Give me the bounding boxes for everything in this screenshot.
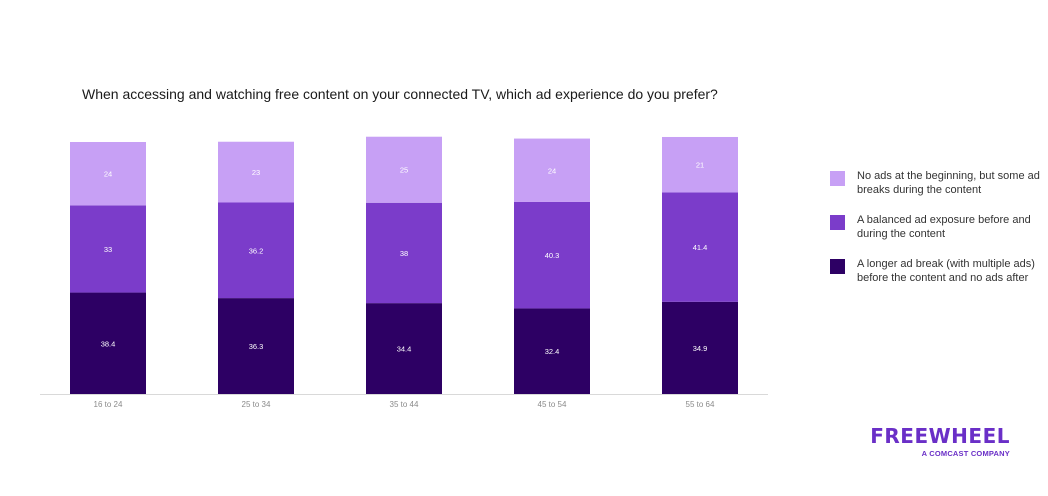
data-label: 38 — [400, 249, 408, 258]
bar-segment — [70, 292, 146, 394]
data-label: 24 — [548, 166, 556, 175]
data-label: 40.3 — [545, 251, 560, 260]
legend-label: A longer ad break (with multiple ads) be… — [857, 258, 1035, 284]
bar-segment — [514, 308, 590, 394]
data-label: 34.9 — [693, 344, 708, 353]
legend: No ads at the beginning, but some ad bre… — [830, 170, 1040, 302]
legend-label: No ads at the beginning, but some ad bre… — [857, 170, 1040, 196]
x-tick-label: 25 to 34 — [242, 400, 271, 409]
brand-logo: FREEWHEEL A COMCAST COMPANY — [855, 425, 1010, 458]
legend-swatch — [830, 259, 845, 274]
data-label: 33 — [104, 245, 112, 254]
brand-name: FREEWHEEL — [870, 424, 1010, 448]
bar-segment — [366, 303, 442, 394]
x-tick-label: 45 to 54 — [538, 400, 567, 409]
chart-title: When accessing and watching free content… — [82, 86, 718, 102]
data-label: 41.4 — [693, 243, 708, 252]
bar-segment — [662, 136, 738, 193]
bar-segment — [514, 138, 590, 202]
data-label: 36.3 — [249, 342, 264, 351]
data-label: 21 — [696, 161, 704, 170]
legend-swatch — [830, 215, 845, 230]
data-label: 32.4 — [545, 347, 560, 356]
data-label: 23 — [252, 168, 260, 177]
x-tick-label: 55 to 64 — [686, 400, 715, 409]
brand-tagline: A COMCAST COMPANY — [921, 449, 1010, 458]
legend-label: A balanced ad exposure before and during… — [857, 214, 1031, 240]
legend-item-balanced: A balanced ad exposure before and during… — [830, 214, 1040, 241]
data-label: 38.4 — [101, 339, 116, 348]
legend-item-longer-break: A longer ad break (with multiple ads) be… — [830, 258, 1040, 285]
legend-item-no-ads-beginning: No ads at the beginning, but some ad bre… — [830, 170, 1040, 197]
bar-segment — [366, 136, 442, 203]
data-label: 25 — [400, 166, 408, 175]
data-label: 36.2 — [249, 246, 264, 255]
bar-segment — [218, 298, 294, 394]
data-label: 24 — [104, 170, 112, 179]
bar-segment — [514, 201, 590, 309]
bar-segment — [218, 141, 294, 203]
data-label: 34.4 — [397, 345, 412, 354]
bar-segment — [662, 301, 738, 394]
x-tick-label: 16 to 24 — [94, 400, 123, 409]
bar-segment — [70, 205, 146, 293]
x-tick-label: 35 to 44 — [390, 400, 419, 409]
bar-segment — [366, 202, 442, 304]
bar-segment — [218, 202, 294, 299]
bar-segment — [662, 192, 738, 302]
legend-swatch — [830, 171, 845, 186]
bar-segment — [70, 142, 146, 206]
